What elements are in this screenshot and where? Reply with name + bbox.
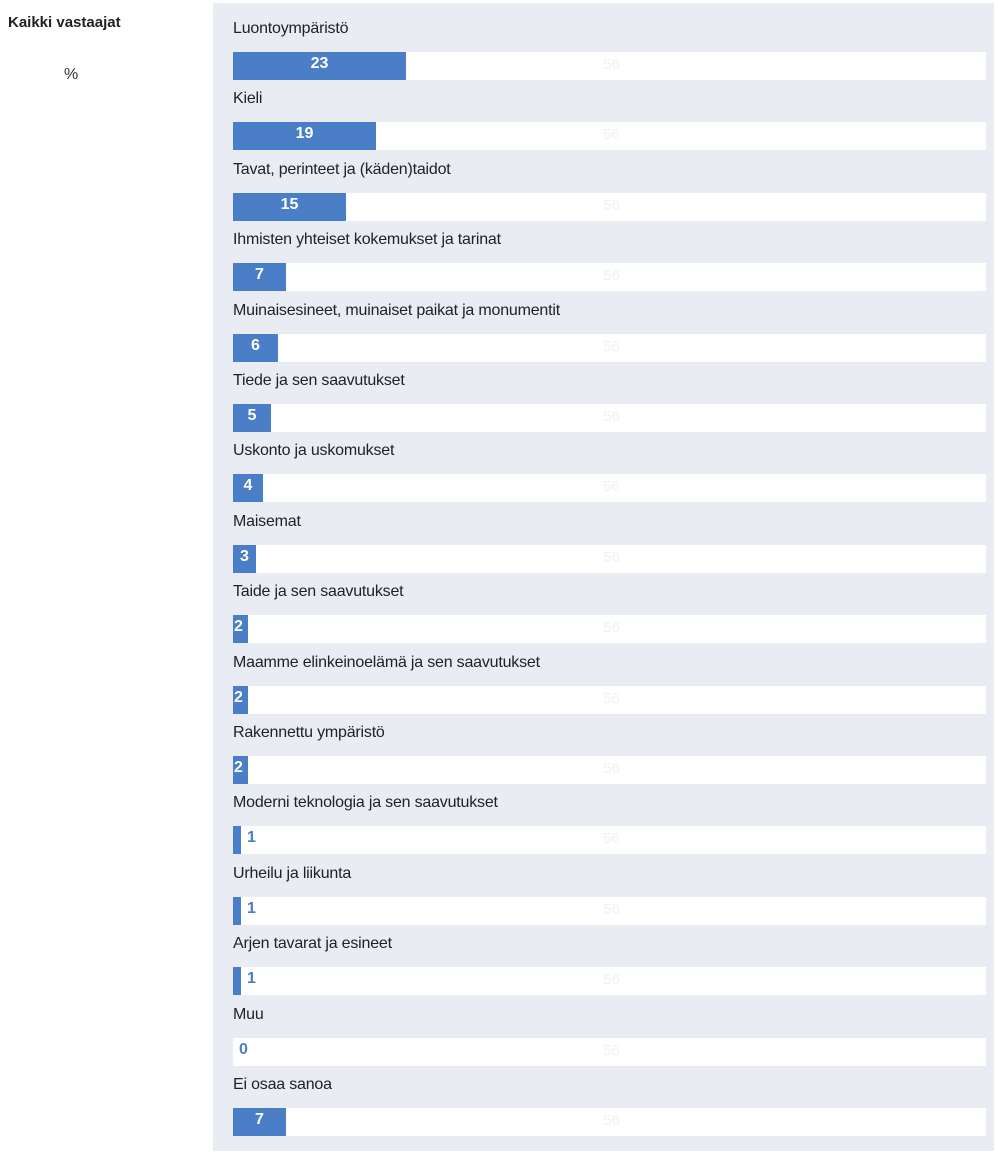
value-label: 5	[247, 407, 257, 424]
bar-row: Arjen tavarat ja esineet 56 1	[231, 918, 986, 1002]
bar	[233, 544, 256, 573]
unit-label: %	[64, 66, 79, 83]
ghost-value-label: 56	[603, 830, 620, 848]
category-label: Taide ja sen saavutukset	[233, 583, 404, 601]
value-label: 15	[280, 195, 299, 213]
bar-row: Maamme elinkeinoelämä ja sen saavutukset…	[231, 637, 986, 721]
bar-track: 56 0	[233, 1037, 986, 1066]
value-label: 19	[295, 125, 314, 143]
value-label: 3	[240, 547, 249, 565]
category-label: Kieli	[233, 90, 263, 108]
bar-track: 56 6	[233, 333, 986, 362]
bar-track: 56 2	[233, 685, 986, 714]
bar	[233, 474, 263, 503]
bar-row: Rakennettu ympäristö 56 2	[231, 707, 986, 791]
category-label: Maamme elinkeinoelämä ja sen saavutukset	[233, 653, 540, 671]
value-label: 2	[234, 688, 243, 706]
bar	[233, 826, 241, 855]
bar-row: Uskonto ja uskomukset 56 4	[231, 425, 986, 509]
category-label: Muinaisesineet, muinaiset paikat ja monu…	[233, 301, 560, 319]
bar	[233, 192, 346, 221]
bar-row: Urheilu ja liikunta 56 1	[231, 848, 986, 932]
ghost-value-label: 56	[603, 760, 620, 777]
bar-track: 56 4	[233, 474, 986, 503]
bar	[233, 896, 241, 925]
bar	[233, 685, 248, 714]
category-label: Ei osaa sanoa	[233, 1076, 332, 1093]
value-label: 7	[255, 266, 264, 284]
ghost-value-label: 56	[603, 126, 620, 144]
category-label: Moderni teknologia ja sen saavutukset	[233, 794, 498, 812]
value-label: 2	[234, 759, 243, 776]
bar-row: Tavat, perinteet ja (käden)taidot 56 15	[231, 144, 986, 228]
category-label: Maisemat	[233, 512, 301, 530]
bar-row: Tiede ja sen saavutukset 56 5	[231, 355, 986, 439]
bar-track: 56 3	[233, 544, 986, 573]
bar-row: Luontoympäristö 56 23	[231, 3, 986, 87]
ghost-value-label: 56	[603, 900, 620, 918]
bar-row: Maisemat 56 3	[231, 496, 986, 580]
category-label: Uskonto ja uskomukset	[233, 442, 395, 460]
bar-row: Muinaisesineet, muinaiset paikat ja monu…	[231, 285, 986, 369]
ghost-value-label: 56	[603, 1041, 620, 1059]
bar-track: 56 23	[233, 52, 986, 80]
ghost-value-label: 56	[603, 56, 620, 73]
bar-row: Ihmisten yhteiset kokemukset ja tarinat 5…	[231, 214, 986, 298]
value-label: 2	[234, 618, 243, 636]
ghost-value-label: 56	[603, 478, 620, 496]
bar-track: 56 1	[233, 967, 986, 996]
value-label: 7	[255, 1111, 264, 1128]
ghost-value-label: 56	[603, 196, 620, 214]
bar-row: Taide ja sen saavutukset 56 2	[231, 566, 986, 650]
bar	[233, 122, 376, 151]
bar-chart-panel: Luontoympäristö 56 23 Kieli 56 19 Tavat, perin…	[213, 3, 994, 1151]
category-label: Urheilu ja liikunta	[233, 864, 352, 882]
value-label: 4	[243, 477, 253, 495]
bar-track: 56 7	[233, 1108, 986, 1136]
bar	[233, 615, 248, 644]
value-label: 23	[310, 55, 329, 72]
bar-track: 56 1	[233, 826, 986, 855]
bar-track: 56 7	[233, 263, 986, 292]
bar	[233, 1108, 286, 1136]
bar	[233, 52, 406, 80]
bar-track: 56 2	[233, 756, 986, 784]
bar	[233, 756, 248, 784]
bar-row: Kieli 56 19	[231, 73, 986, 157]
bar-row: Ei osaa sanoa 56 7	[231, 1059, 986, 1143]
ghost-value-label: 56	[603, 971, 620, 989]
category-label: Luontoympäristö	[233, 20, 349, 37]
ghost-value-label: 56	[603, 689, 620, 707]
ghost-value-label: 56	[603, 619, 620, 637]
category-label: Ihmisten yhteiset kokemukset ja tarinat	[233, 231, 501, 249]
value-label: 6	[251, 336, 260, 354]
bar-track: 56 2	[233, 615, 986, 644]
ghost-value-label: 56	[603, 337, 620, 355]
category-label: Tavat, perinteet ja (käden)taidot	[233, 160, 451, 178]
bar-row: Moderni teknologia ja sen saavutukset 56 1	[231, 777, 986, 861]
category-label: Arjen tavarat ja esineet	[233, 935, 392, 953]
bar	[233, 404, 271, 432]
ghost-value-label: 56	[603, 1112, 620, 1129]
ghost-value-label: 56	[603, 408, 620, 425]
bar	[233, 263, 286, 292]
bar	[233, 333, 278, 362]
bar-row: Muu 56 0	[231, 989, 986, 1073]
bar	[233, 967, 241, 996]
ghost-value-label: 56	[603, 267, 620, 285]
value-label: 0	[239, 1040, 248, 1058]
value-label: 1	[247, 970, 256, 988]
bar-track: 56 1	[233, 896, 986, 925]
bar-track: 56 5	[233, 404, 986, 432]
bar-track: 56 19	[233, 122, 986, 151]
bar-track: 56 15	[233, 192, 986, 221]
ghost-value-label: 56	[603, 548, 620, 566]
respondent-group-title: Kaikki vastaajat	[8, 14, 121, 31]
category-label: Muu	[233, 1005, 264, 1023]
value-label: 1	[247, 829, 256, 847]
category-label: Rakennettu ympäristö	[233, 724, 385, 741]
category-label: Tiede ja sen saavutukset	[233, 372, 405, 389]
value-label: 1	[247, 899, 256, 917]
